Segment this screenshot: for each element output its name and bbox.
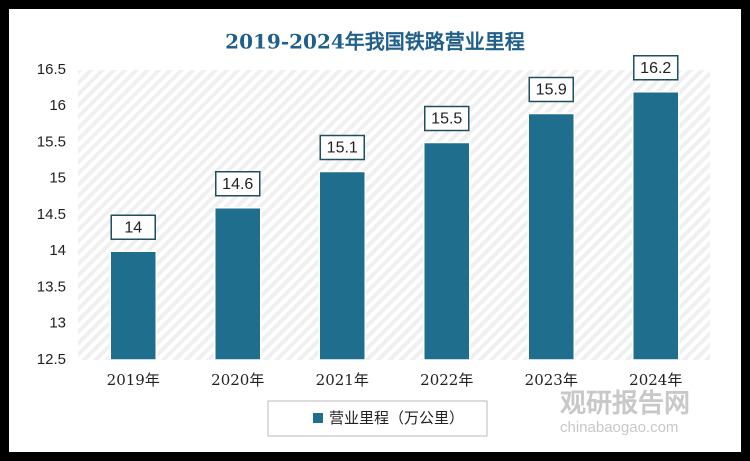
- value-label-box: [110, 214, 156, 240]
- y-tick-label: 13: [49, 315, 66, 332]
- x-tick-label: 2021年: [316, 371, 369, 389]
- value-label: 14.6: [222, 176, 253, 193]
- value-label-box: [528, 76, 574, 103]
- value-label-box: [633, 55, 679, 81]
- x-tick-label: 2023年: [525, 371, 578, 389]
- y-tick-label: 13.5: [37, 278, 66, 295]
- legend: [267, 400, 488, 437]
- value-label: 15.5: [431, 111, 462, 128]
- value-label-box: [215, 171, 261, 197]
- bar: [527, 112, 575, 361]
- value-label: 15.1: [327, 140, 358, 157]
- y-tick-label: 16.5: [37, 61, 66, 78]
- watermark-site: chinabaogao.com: [560, 419, 678, 436]
- watermark-brand: 观研报告网: [560, 388, 690, 419]
- bar: [214, 207, 262, 361]
- y-tick-label: 16: [49, 97, 66, 114]
- value-label-box: [424, 105, 470, 132]
- legend-label: 营业里程（万公里）: [329, 409, 464, 427]
- plot-area: [78, 70, 710, 360]
- x-tick-label: 2019年: [107, 371, 160, 389]
- bar: [109, 250, 157, 361]
- legend-swatch: [313, 413, 323, 423]
- y-tick-label: 15.5: [37, 133, 66, 150]
- value-label: 15.9: [536, 82, 567, 99]
- x-tick-label: 2020年: [211, 371, 264, 389]
- y-tick-label: 14: [49, 242, 66, 259]
- x-tick-label: 2024年: [629, 371, 682, 389]
- value-label: 14: [124, 219, 142, 236]
- value-label: 16.2: [640, 60, 671, 77]
- y-tick-label: 12.5: [37, 351, 66, 368]
- y-tick-label: 14.5: [37, 206, 66, 223]
- bar: [318, 170, 366, 361]
- bar: [632, 91, 680, 361]
- x-tick-label: 2022年: [420, 371, 473, 389]
- bar: [423, 141, 471, 361]
- value-label-box: [319, 134, 365, 161]
- y-tick-label: 15: [49, 170, 66, 187]
- chart-title: 2019-2024年我国铁路营业里程: [225, 30, 525, 54]
